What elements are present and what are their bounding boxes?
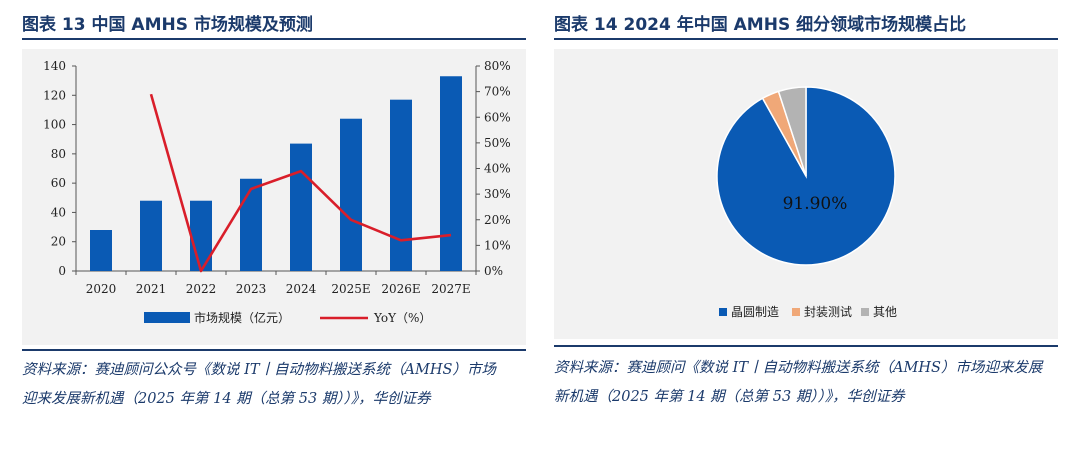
x-tick-label: 2024	[286, 282, 317, 296]
x-tick-label: 2027E	[431, 282, 470, 296]
left-title-rule	[22, 38, 526, 40]
yoy-line	[149, 93, 452, 273]
bar	[290, 143, 312, 271]
x-tick-label: 2025E	[331, 282, 370, 296]
y-tick-label: 80	[51, 147, 66, 161]
bar-line-chart: 0 20 40 60 80 100 120 140 0% 10% 20% 30% 40% 50% 60% 70…	[43, 59, 511, 325]
legend-label: 晶圆制造	[731, 305, 779, 319]
bar	[340, 118, 362, 271]
legend-swatch	[792, 308, 800, 316]
bar	[140, 200, 162, 271]
y2-tick-label: 10%	[484, 238, 511, 252]
x-tick-label: 2023	[236, 282, 267, 296]
legend-line-label: YoY（%）	[373, 311, 431, 325]
y2-tick-label: 70%	[484, 85, 511, 99]
y2-tick-label: 20%	[484, 213, 511, 227]
bar	[90, 230, 112, 271]
left-source-rule	[22, 349, 526, 351]
pie-slice	[777, 86, 807, 177]
y2-tick-label: 0%	[484, 264, 503, 278]
x-tick-label: 2022	[186, 282, 217, 296]
right-title-rule	[554, 38, 1058, 40]
legend-swatch	[861, 308, 869, 316]
left-source-note: 资料来源：赛迪顾问公众号《数说 IT丨自动物料搬送系统（AMHS）市场迎来发展新…	[22, 362, 496, 407]
y-tick-label: 60	[51, 176, 66, 190]
y2-tick-label: 60%	[484, 110, 511, 124]
bar	[240, 178, 262, 271]
right-source-note: 资料来源：赛迪顾问《数说 IT丨自动物料搬送系统（AMHS）市场迎来发展新机遇（…	[554, 360, 1043, 405]
y-tick-label: 0	[58, 264, 66, 278]
y2-tick-label: 30%	[484, 187, 511, 201]
legend-swatch	[719, 308, 727, 316]
right-source-rule	[554, 345, 1058, 347]
right-chart-title: 图表 14 2024 年中国 AMHS 细分领域市场规模占比	[554, 15, 967, 35]
left-chart-title: 图表 13 中国 AMHS 市场规模及预测	[22, 15, 313, 35]
y2-tick-label: 40%	[484, 162, 511, 176]
y-tick-label: 20	[51, 235, 66, 249]
y-tick-label: 140	[43, 59, 66, 73]
y-tick-label: 100	[43, 118, 66, 132]
x-tick-label: 2020	[86, 282, 117, 296]
pie-data-label: 91.90%	[783, 194, 848, 214]
pie-chart: 91.90% 晶圆制造 封装测试 其他	[716, 86, 897, 319]
bar	[440, 76, 462, 271]
x-tick-label: 2021	[136, 282, 167, 296]
y2-tick-label: 80%	[484, 59, 511, 73]
bar	[390, 99, 412, 271]
legend-bar-label: 市场规模（亿元）	[194, 310, 290, 325]
y2-tick-label: 50%	[484, 136, 511, 150]
legend-bar-swatch	[144, 312, 190, 323]
x-tick-label: 2026E	[381, 282, 420, 296]
y-tick-label: 120	[43, 88, 66, 102]
legend-label: 其他	[873, 305, 897, 319]
legend-label: 封装测试	[804, 304, 852, 319]
y-tick-label: 40	[51, 205, 66, 219]
